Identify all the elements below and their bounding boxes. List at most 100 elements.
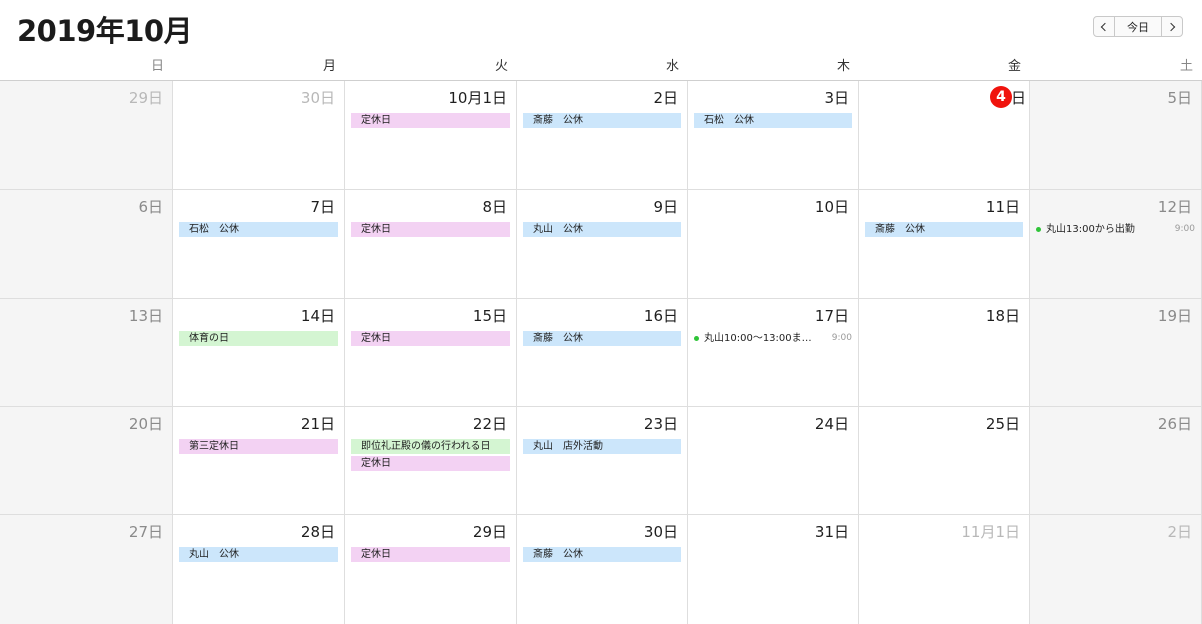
day-cell[interactable]: 14日 体育の日 [173, 299, 345, 407]
day-cell[interactable]: 19日 [1030, 299, 1202, 407]
day-cell[interactable]: 27日 [0, 515, 173, 624]
day-cell[interactable]: 29日定休日 [345, 515, 517, 624]
day-cell[interactable]: 10日 [688, 190, 859, 299]
all-day-event[interactable]: 定休日 [351, 456, 510, 471]
day-number-suffix: 日 [1010, 89, 1026, 107]
day-number: 6日 [138, 198, 163, 216]
day-cell[interactable]: 6日 [0, 190, 173, 299]
day-cell[interactable]: 10月1日 定休日 [345, 81, 517, 190]
all-day-event[interactable]: 丸山 公休 [523, 222, 681, 237]
weekday-label-sunday: 日 [150, 59, 164, 74]
day-events: 第三定休日 [179, 439, 338, 456]
month-navigation: 今日 [1093, 16, 1183, 37]
day-number: 26日 [1157, 415, 1192, 433]
day-cell[interactable]: 26日 [1030, 407, 1202, 515]
day-events: 斎藤 公休 [523, 113, 681, 130]
day-cell[interactable]: 11日斎藤 公休 [859, 190, 1030, 299]
day-events: 斎藤 公休 [523, 547, 681, 564]
event-dot-icon [694, 336, 699, 341]
all-day-event[interactable]: 第三定休日 [179, 439, 338, 454]
day-number: 30日 [643, 523, 678, 541]
chevron-left-icon [1100, 22, 1110, 31]
day-number: 8日 [482, 198, 507, 216]
day-cell[interactable]: 2日 斎藤 公休 [517, 81, 688, 190]
day-events: 即位礼正殿の儀の行われる日 定休日 [351, 439, 510, 473]
day-cell[interactable]: 17日 丸山10:00〜13:00ま… 9:00 [688, 299, 859, 407]
today-date-badge: 4 [990, 86, 1012, 108]
day-cell[interactable]: 8日定休日 [345, 190, 517, 299]
day-cell[interactable]: 15日定休日 [345, 299, 517, 407]
day-number: 23日 [643, 415, 678, 433]
day-number: 9日 [653, 198, 678, 216]
next-month-button[interactable] [1161, 16, 1183, 37]
day-number: 25日 [985, 415, 1020, 433]
event-dot-icon [1036, 227, 1041, 232]
day-cell[interactable]: 16日 斎藤 公休 [517, 299, 688, 407]
day-number: 11月1日 [961, 523, 1020, 541]
weekday-label-monday: 月 [322, 59, 336, 74]
all-day-event[interactable]: 斎藤 公休 [865, 222, 1023, 237]
day-cell[interactable]: 25日 [859, 407, 1030, 515]
day-cell[interactable]: 11月1日 [859, 515, 1030, 624]
day-number: 28日 [300, 523, 335, 541]
day-cell[interactable]: 31日 [688, 515, 859, 624]
day-cell[interactable]: 30日 [173, 81, 345, 190]
day-cell[interactable]: 21日 第三定休日 [173, 407, 345, 515]
day-cell[interactable]: 2日 [1030, 515, 1202, 624]
day-cell[interactable]: 18日 [859, 299, 1030, 407]
all-day-event[interactable]: 体育の日 [179, 331, 338, 346]
day-cell[interactable]: 30日斎藤 公休 [517, 515, 688, 624]
day-cell[interactable]: 24日 [688, 407, 859, 515]
all-day-event[interactable]: 定休日 [351, 547, 510, 562]
day-number: 24日 [814, 415, 849, 433]
day-events: 斎藤 公休 [865, 222, 1023, 239]
day-events: 定休日 [351, 331, 510, 348]
all-day-event[interactable]: 定休日 [351, 222, 510, 237]
day-cell[interactable]: 23日丸山 店外活動 [517, 407, 688, 515]
day-number: 19日 [1157, 307, 1192, 325]
month-title: 2019年10月 [17, 14, 193, 48]
event-title: 丸山13:00から出勤 [1046, 224, 1135, 235]
day-cell[interactable]: 22日 即位礼正殿の儀の行われる日 定休日 [345, 407, 517, 515]
day-number: 13日 [128, 307, 163, 325]
all-day-event[interactable]: 即位礼正殿の儀の行われる日 [351, 439, 510, 454]
day-cell[interactable]: 13日 [0, 299, 173, 407]
day-cell[interactable]: 3日石松 公休 [688, 81, 859, 190]
day-number: 29日 [128, 89, 163, 107]
previous-month-button[interactable] [1093, 16, 1115, 37]
timed-event[interactable]: 丸山13:00から出勤 9:00 [1036, 222, 1195, 237]
day-cell[interactable]: 7日石松 公休 [173, 190, 345, 299]
day-events: 体育の日 [179, 331, 338, 348]
all-day-event[interactable]: 丸山 公休 [179, 547, 338, 562]
all-day-event[interactable]: 斎藤 公休 [523, 547, 681, 562]
all-day-event[interactable]: 石松 公休 [694, 113, 852, 128]
all-day-event[interactable]: 丸山 店外活動 [523, 439, 681, 454]
timed-event[interactable]: 丸山10:00〜13:00ま… 9:00 [694, 331, 852, 346]
all-day-event[interactable]: 斎藤 公休 [523, 113, 681, 128]
day-number: 15日 [472, 307, 507, 325]
day-cell[interactable]: 5日 [1030, 81, 1202, 190]
day-number: 12日 [1157, 198, 1192, 216]
day-events: 斎藤 公休 [523, 331, 681, 348]
day-events: 定休日 [351, 113, 510, 130]
day-number: 10日 [814, 198, 849, 216]
all-day-event[interactable]: 定休日 [351, 331, 510, 346]
chevron-right-icon [1166, 22, 1176, 31]
all-day-event[interactable]: 石松 公休 [179, 222, 338, 237]
day-number: 18日 [985, 307, 1020, 325]
day-number: 11日 [985, 198, 1020, 216]
day-cell[interactable]: 9日丸山 公休 [517, 190, 688, 299]
all-day-event[interactable]: 斎藤 公休 [523, 331, 681, 346]
day-number: 7日 [310, 198, 335, 216]
day-cell[interactable]: 29日 [0, 81, 173, 190]
day-cell[interactable]: 28日丸山 公休 [173, 515, 345, 624]
all-day-event[interactable]: 定休日 [351, 113, 510, 128]
day-number: 29日 [472, 523, 507, 541]
day-events: 丸山 店外活動 [523, 439, 681, 456]
day-cell[interactable]: 20日 [0, 407, 173, 515]
day-number: 3日 [824, 89, 849, 107]
today-button[interactable]: 今日 [1115, 16, 1161, 37]
day-events: 丸山13:00から出勤 9:00 [1036, 222, 1195, 239]
day-cell[interactable]: 12日丸山13:00から出勤 9:00 [1030, 190, 1202, 299]
